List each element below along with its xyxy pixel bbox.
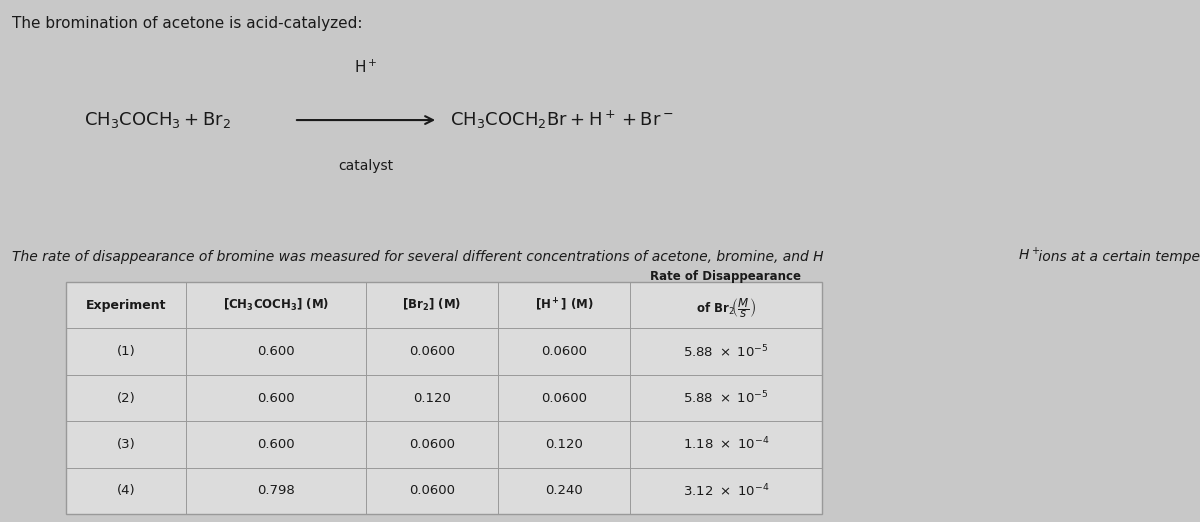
Text: $\mathregular{H^+}$: $\mathregular{H^+}$: [354, 58, 378, 76]
Text: Rate of Disappearance: Rate of Disappearance: [650, 270, 802, 283]
Text: (1): (1): [116, 345, 136, 358]
Text: of Br$_2\!\left(\dfrac{M}{s}\right)$: of Br$_2\!\left(\dfrac{M}{s}\right)$: [696, 296, 756, 319]
Text: catalyst: catalyst: [338, 159, 394, 173]
Text: $1.18\ \times\ 10^{-4}$: $1.18\ \times\ 10^{-4}$: [683, 436, 769, 453]
Text: $\mathregular{[CH_3COCH_3]}$ (M): $\mathregular{[CH_3COCH_3]}$ (M): [223, 297, 329, 313]
Text: 0.798: 0.798: [257, 484, 295, 497]
Text: $\mathregular{CH_3COCH_3 + Br_2}$: $\mathregular{CH_3COCH_3 + Br_2}$: [84, 110, 232, 130]
Text: (4): (4): [116, 484, 136, 497]
Text: $\mathregular{[H^+]}$ (M): $\mathregular{[H^+]}$ (M): [535, 297, 593, 313]
Text: 0.120: 0.120: [545, 438, 583, 451]
Text: 0.600: 0.600: [257, 345, 295, 358]
Text: 0.0600: 0.0600: [409, 438, 455, 451]
Text: 0.0600: 0.0600: [409, 345, 455, 358]
Text: 0.120: 0.120: [413, 392, 451, 405]
Text: (2): (2): [116, 392, 136, 405]
Text: $\mathit{H}^+$: $\mathit{H}^+$: [1018, 246, 1040, 264]
Text: $5.88\ \times\ 10^{-5}$: $5.88\ \times\ 10^{-5}$: [683, 343, 769, 360]
Text: $5.88\ \times\ 10^{-5}$: $5.88\ \times\ 10^{-5}$: [683, 390, 769, 406]
Text: 0.600: 0.600: [257, 438, 295, 451]
Text: $3.12\ \times\ 10^{-4}$: $3.12\ \times\ 10^{-4}$: [683, 483, 769, 499]
Text: 0.0600: 0.0600: [541, 345, 587, 358]
Text: $\mathregular{CH_3COCH_2Br + H^+ + Br^-}$: $\mathregular{CH_3COCH_2Br + H^+ + Br^-}…: [450, 109, 673, 131]
Text: (3): (3): [116, 438, 136, 451]
Text: The bromination of acetone is acid-catalyzed:: The bromination of acetone is acid-catal…: [12, 16, 362, 31]
FancyBboxPatch shape: [66, 282, 822, 514]
Text: 0.0600: 0.0600: [409, 484, 455, 497]
Text: 0.0600: 0.0600: [541, 392, 587, 405]
Text: The rate of disappearance of bromine was measured for several different concentr: The rate of disappearance of bromine was…: [12, 250, 823, 264]
Text: Experiment: Experiment: [85, 299, 167, 312]
Text: ions at a certain temperature:: ions at a certain temperature:: [1034, 250, 1200, 264]
Text: 0.600: 0.600: [257, 392, 295, 405]
Text: 0.240: 0.240: [545, 484, 583, 497]
Text: $\mathregular{[Br_2]}$ (M): $\mathregular{[Br_2]}$ (M): [402, 297, 462, 313]
